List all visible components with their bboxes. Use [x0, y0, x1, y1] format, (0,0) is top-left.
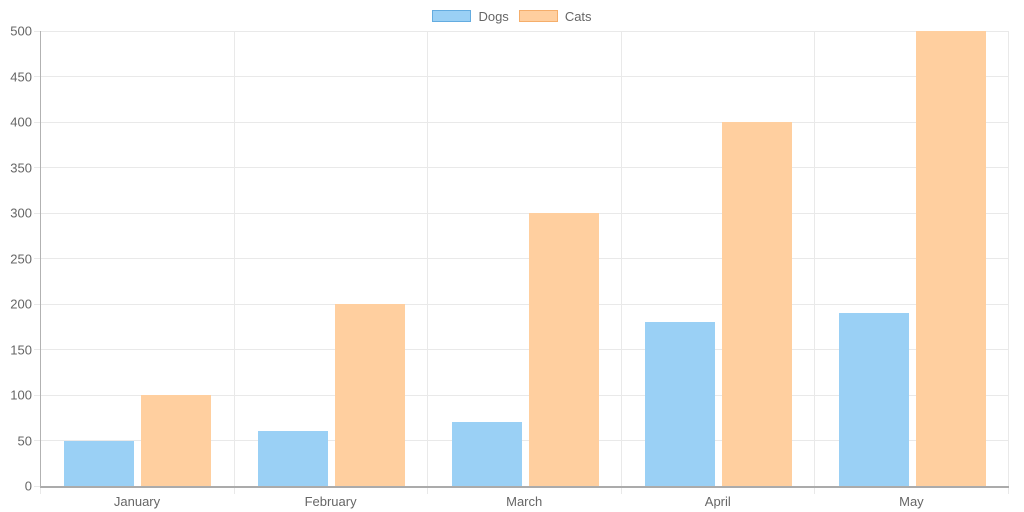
bar-cats-may[interactable]	[915, 31, 986, 486]
x-axis-label-march: March	[506, 494, 543, 509]
gridline-y-250	[41, 258, 1009, 259]
gridline-x-1	[233, 31, 235, 486]
x-tick-3	[620, 488, 622, 494]
y-tick-50	[34, 440, 40, 441]
x-tick-2	[427, 488, 429, 494]
y-axis-tick-label: 350	[10, 160, 32, 175]
legend-item-cats[interactable]: Cats	[518, 8, 592, 24]
x-tick-5	[1008, 488, 1009, 494]
y-axis-tick-label: 250	[10, 251, 32, 266]
legend-item-dogs[interactable]: Dogs	[432, 8, 509, 24]
gridline-y-50	[41, 440, 1009, 441]
y-tick-450	[34, 76, 40, 77]
x-tick-4	[814, 488, 816, 494]
legend-label-cats: Cats	[564, 8, 592, 24]
legend-swatch-cats	[518, 10, 558, 22]
gridline-y-200	[41, 303, 1009, 305]
gridline-x-2	[427, 31, 429, 486]
bar-cats-february[interactable]	[334, 304, 405, 486]
legend-swatch-dogs	[432, 10, 472, 22]
y-tick-400	[34, 121, 40, 123]
y-axis-tick-label: 500	[10, 23, 32, 39]
bar-cats-march[interactable]	[528, 213, 599, 486]
y-axis-tick-label: 150	[10, 342, 32, 357]
y-tick-250	[34, 258, 40, 259]
y-tick-500	[34, 30, 40, 32]
gridline-x-3	[620, 31, 622, 486]
y-tick-350	[34, 167, 40, 168]
gridline-y-350	[41, 167, 1009, 168]
bar-dogs-february[interactable]	[257, 431, 328, 486]
gridline-y-400	[41, 121, 1009, 123]
y-axis-tick-label: 0	[24, 478, 32, 494]
bar-cats-january[interactable]	[141, 395, 212, 486]
x-axis-label-january: January	[113, 494, 161, 509]
bar-dogs-may[interactable]	[838, 313, 909, 486]
bar-dogs-march[interactable]	[451, 422, 522, 486]
y-tick-150	[34, 349, 40, 350]
gridline-y-500	[41, 30, 1009, 32]
y-tick-200	[34, 303, 40, 305]
x-tick-0	[40, 488, 41, 494]
gridline-y-300	[41, 212, 1009, 214]
chart-legend: Dogs Cats	[0, 6, 1024, 26]
y-axis-tick-label: 100	[10, 387, 32, 403]
legend-label-dogs: Dogs	[478, 8, 509, 24]
y-tick-100	[34, 394, 40, 396]
y-axis-tick-label: 450	[10, 69, 32, 84]
bar-cats-april[interactable]	[722, 122, 793, 486]
gridline-y-150	[41, 349, 1009, 350]
x-axis-label-may: May	[899, 494, 924, 509]
y-axis-tick-label: 50	[17, 433, 32, 448]
y-axis-tick-label: 400	[10, 114, 32, 130]
x-axis-label-february: February	[304, 494, 357, 509]
x-tick-1	[233, 488, 235, 494]
plot-area	[34, 30, 1009, 494]
x-axis-label-april: April	[704, 494, 731, 509]
y-tick-300	[34, 212, 40, 214]
y-axis-tick-label: 200	[10, 296, 32, 312]
gridline-x-4	[814, 31, 816, 486]
bar-dogs-april[interactable]	[645, 322, 716, 486]
gridline-y-450	[41, 76, 1009, 77]
y-tick-0	[34, 485, 40, 487]
gridline-y-100	[41, 394, 1009, 396]
bar-dogs-january[interactable]	[64, 440, 135, 486]
y-axis-tick-label: 300	[10, 205, 32, 221]
gridline-x-5	[1008, 31, 1009, 486]
